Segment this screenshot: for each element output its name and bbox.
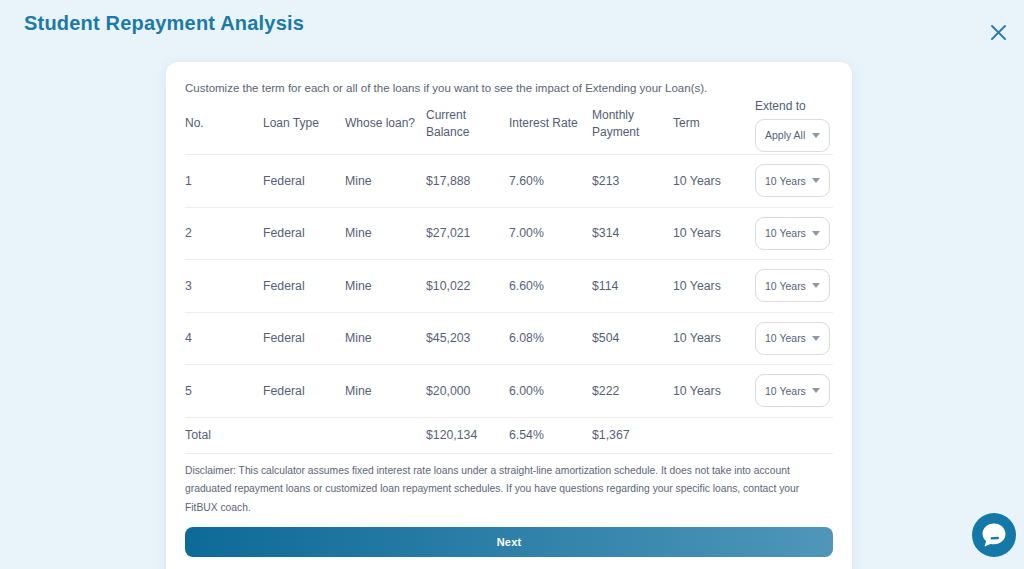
cell-whose-loan: Mine: [345, 226, 426, 240]
cell-payment: $213: [592, 174, 673, 188]
extend-to-label: Extend to: [755, 98, 806, 115]
extend-term-value: 10 Years: [765, 280, 806, 292]
cell-no: 1: [185, 174, 263, 188]
cell-loan-type: Federal: [263, 384, 345, 398]
intro-text: Customize the term for each or all of th…: [185, 82, 833, 94]
header-no: No.: [185, 115, 263, 132]
extend-term-value: 10 Years: [765, 227, 806, 239]
cell-no: 5: [185, 384, 263, 398]
total-payment: $1,367: [592, 428, 673, 442]
total-label: Total: [185, 428, 263, 442]
cell-whose-loan: Mine: [345, 279, 426, 293]
extend-term-value: 10 Years: [765, 332, 806, 344]
cell-rate: 7.00%: [509, 226, 592, 240]
cell-payment: $504: [592, 331, 673, 345]
extend-term-select[interactable]: 10 Years: [755, 217, 830, 250]
extend-term-value: 10 Years: [765, 175, 806, 187]
cell-whose-loan: Mine: [345, 174, 426, 188]
cell-no: 3: [185, 279, 263, 293]
cell-term: 10 Years: [673, 384, 755, 398]
chat-widget-button[interactable]: [971, 512, 1017, 558]
table-row: 1 Federal Mine $17,888 7.60% $213 10 Yea…: [185, 154, 833, 207]
table-row: 3 Federal Mine $10,022 6.60% $114 10 Yea…: [185, 259, 833, 312]
chevron-down-icon: [812, 336, 820, 341]
apply-all-select[interactable]: Apply All: [755, 119, 830, 152]
table-row: 5 Federal Mine $20,000 6.00% $222 10 Yea…: [185, 364, 833, 417]
cell-whose-loan: Mine: [345, 331, 426, 345]
extend-term-select[interactable]: 10 Years: [755, 269, 830, 302]
table-total-row: Total $120,134 6.54% $1,367: [185, 417, 833, 454]
header-current-balance: Current Balance: [426, 107, 509, 142]
cell-no: 4: [185, 331, 263, 345]
header-extend-to: Extend to Apply All: [755, 98, 833, 152]
cell-whose-loan: Mine: [345, 384, 426, 398]
header-loan-type: Loan Type: [263, 115, 345, 132]
cell-rate: 6.60%: [509, 279, 592, 293]
total-rate: 6.54%: [509, 428, 592, 442]
cell-payment: $114: [592, 279, 673, 293]
header-term: Term: [673, 115, 755, 132]
cell-term: 10 Years: [673, 331, 755, 345]
cell-payment: $314: [592, 226, 673, 240]
cell-loan-type: Federal: [263, 174, 345, 188]
cell-balance: $45,203: [426, 331, 509, 345]
chevron-down-icon: [812, 283, 820, 288]
chevron-down-icon: [812, 133, 820, 138]
cell-balance: $17,888: [426, 174, 509, 188]
close-icon[interactable]: [986, 20, 1010, 44]
table-row: 4 Federal Mine $45,203 6.08% $504 10 Yea…: [185, 312, 833, 365]
total-balance: $120,134: [426, 428, 509, 442]
cell-loan-type: Federal: [263, 226, 345, 240]
loan-analysis-card: Customize the term for each or all of th…: [166, 62, 852, 569]
cell-term: 10 Years: [673, 226, 755, 240]
extend-term-select[interactable]: 10 Years: [755, 164, 830, 197]
table-header-row: No. Loan Type Whose loan? Current Balanc…: [185, 94, 833, 154]
cell-term: 10 Years: [673, 174, 755, 188]
chevron-down-icon: [812, 231, 820, 236]
cell-no: 2: [185, 226, 263, 240]
next-button[interactable]: Next: [185, 527, 833, 557]
cell-rate: 7.60%: [509, 174, 592, 188]
cell-payment: $222: [592, 384, 673, 398]
disclaimer-text: Disclaimer: This calculator assumes fixe…: [185, 462, 833, 518]
header-whose-loan: Whose loan?: [345, 115, 426, 132]
chat-bubble-icon: [971, 512, 1017, 558]
cell-balance: $20,000: [426, 384, 509, 398]
page-title: Student Repayment Analysis: [24, 12, 304, 35]
close-x-glyph: [990, 24, 1007, 41]
header-interest-rate: Interest Rate: [509, 115, 592, 132]
chevron-down-icon: [812, 388, 820, 393]
table-row: 2 Federal Mine $27,021 7.00% $314 10 Yea…: [185, 207, 833, 260]
cell-term: 10 Years: [673, 279, 755, 293]
extend-term-value: 10 Years: [765, 385, 806, 397]
chevron-down-icon: [812, 178, 820, 183]
extend-term-select[interactable]: 10 Years: [755, 322, 830, 355]
cell-balance: $10,022: [426, 279, 509, 293]
cell-rate: 6.08%: [509, 331, 592, 345]
cell-loan-type: Federal: [263, 331, 345, 345]
cell-balance: $27,021: [426, 226, 509, 240]
apply-all-value: Apply All: [765, 128, 805, 143]
extend-term-select[interactable]: 10 Years: [755, 374, 830, 407]
header-monthly-payment: Monthly Payment: [592, 107, 673, 142]
cell-loan-type: Federal: [263, 279, 345, 293]
cell-rate: 6.00%: [509, 384, 592, 398]
